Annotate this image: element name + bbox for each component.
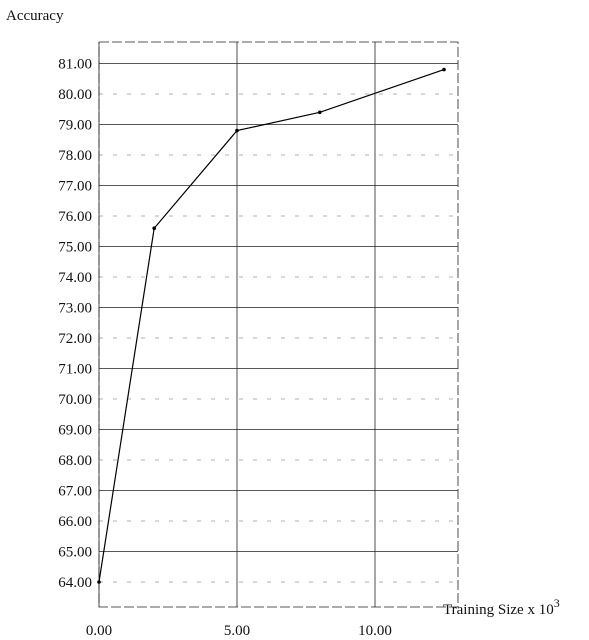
y-tick-label: 67.00: [58, 484, 92, 500]
x-tick-label: 5.00: [224, 623, 250, 639]
y-tick-label: 73.00: [58, 301, 92, 317]
x-tick-label: 10.00: [358, 623, 392, 639]
y-tick-label: 69.00: [58, 423, 92, 439]
plot-frame: [98, 41, 459, 608]
x-axis-label-text: Training Size x 10: [443, 602, 554, 618]
y-tick-label: 76.00: [58, 209, 92, 225]
y-tick-label: 77.00: [58, 179, 92, 195]
data-point: [318, 110, 322, 115]
grid: [98, 42, 458, 607]
y-tick-label: 71.00: [58, 362, 92, 378]
y-tick-label: 65.00: [58, 545, 92, 561]
y-tick-label: 64.00: [58, 575, 92, 591]
y-tick-label: 72.00: [58, 331, 92, 347]
x-axis-label: Training Size x 103: [443, 596, 560, 618]
series-line: [98, 69, 445, 583]
y-tick-label: 79.00: [58, 118, 92, 134]
series-points: [97, 67, 446, 584]
y-tick-label: 81.00: [58, 57, 92, 73]
x-axis-label-exponent: 3: [554, 596, 560, 610]
y-tick-label: 66.00: [58, 514, 92, 530]
x-tick-label: 0.00: [86, 623, 112, 639]
y-tick-label: 78.00: [58, 148, 92, 164]
y-tick-label: 68.00: [58, 453, 92, 469]
y-tick-label: 75.00: [58, 240, 92, 256]
y-tick-label: 80.00: [58, 87, 92, 103]
data-point: [235, 128, 239, 133]
y-tick-label: 70.00: [58, 392, 92, 408]
y-tick-label: 74.00: [58, 270, 92, 286]
data-point: [442, 67, 446, 72]
x-tick-labels: 0.00 5.00 10.00: [86, 623, 392, 639]
data-point: [97, 580, 101, 584]
y-axis-label: Accuracy: [6, 8, 64, 24]
data-point: [152, 226, 156, 230]
y-tick-labels: 64.00 65.00 66.00 67.00 68.00 69.00 70.00 71.00…: [58, 57, 92, 592]
